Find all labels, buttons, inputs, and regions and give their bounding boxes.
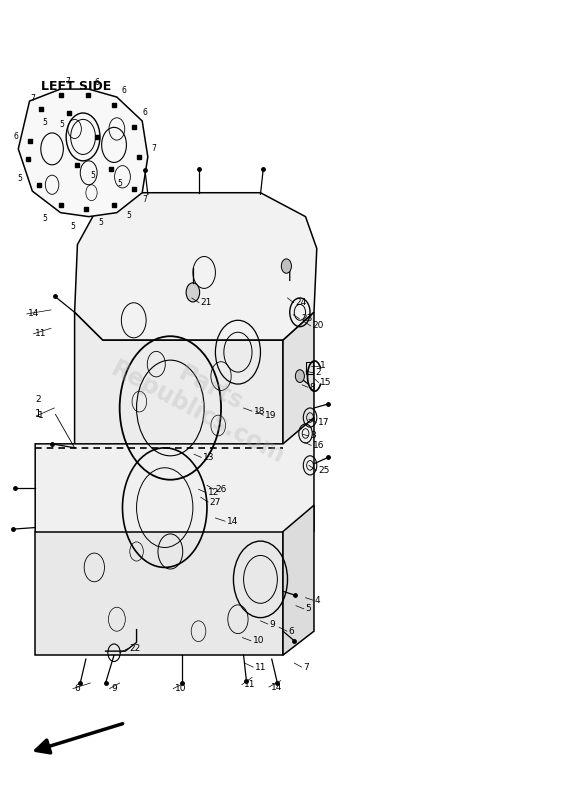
Text: 1: 1 — [38, 411, 44, 421]
Text: 5: 5 — [42, 214, 47, 222]
Text: 5: 5 — [59, 121, 64, 130]
Text: 11: 11 — [255, 662, 267, 671]
Text: 6: 6 — [13, 133, 18, 142]
Text: 10: 10 — [175, 684, 186, 693]
Text: 5: 5 — [71, 222, 75, 230]
Text: 27: 27 — [210, 498, 221, 506]
Text: 19: 19 — [265, 410, 276, 420]
Text: 25: 25 — [318, 466, 329, 474]
Text: LEFT SIDE: LEFT SIDE — [41, 80, 111, 93]
Text: 7: 7 — [303, 662, 309, 671]
Text: 20: 20 — [312, 322, 324, 330]
Polygon shape — [75, 312, 283, 448]
Text: 5: 5 — [127, 210, 132, 219]
Text: 6: 6 — [289, 626, 294, 636]
Text: 18: 18 — [254, 406, 265, 416]
Text: 14: 14 — [226, 517, 238, 526]
Polygon shape — [18, 89, 148, 217]
Text: 7: 7 — [65, 77, 70, 86]
Text: 3: 3 — [310, 431, 316, 440]
Polygon shape — [283, 506, 314, 655]
Polygon shape — [283, 312, 314, 448]
Text: 5: 5 — [42, 118, 47, 127]
Text: 1: 1 — [320, 362, 326, 370]
Text: 5: 5 — [91, 170, 96, 180]
Text: 6: 6 — [143, 109, 148, 118]
Text: 5: 5 — [117, 178, 122, 188]
Text: 9: 9 — [269, 619, 275, 629]
Circle shape — [281, 259, 291, 274]
Text: 5: 5 — [18, 174, 23, 183]
Text: 21: 21 — [201, 298, 212, 307]
Text: 22: 22 — [129, 644, 140, 654]
Text: 23: 23 — [301, 314, 312, 323]
Text: 17: 17 — [318, 418, 329, 427]
Circle shape — [295, 370, 305, 382]
Text: 24: 24 — [295, 298, 307, 307]
Text: 16: 16 — [313, 441, 324, 450]
Text: 7: 7 — [30, 94, 35, 103]
Text: 10: 10 — [252, 636, 264, 646]
Text: 11: 11 — [35, 330, 46, 338]
Polygon shape — [35, 418, 314, 559]
Text: 8: 8 — [310, 382, 315, 392]
Text: 5: 5 — [306, 604, 311, 614]
Text: 5: 5 — [98, 218, 104, 226]
Polygon shape — [35, 531, 283, 655]
Text: 6: 6 — [75, 684, 80, 693]
Text: 11: 11 — [243, 680, 255, 689]
Text: 9: 9 — [111, 684, 117, 693]
Text: 2: 2 — [316, 368, 321, 378]
Text: 15: 15 — [320, 378, 332, 387]
Text: 13: 13 — [203, 453, 215, 462]
Text: Parts
Republics.com: Parts Republics.com — [106, 332, 302, 468]
Text: 14: 14 — [28, 310, 40, 318]
Text: 12: 12 — [208, 488, 219, 497]
Text: 26: 26 — [216, 485, 227, 494]
Text: 7: 7 — [143, 194, 148, 204]
Text: 14: 14 — [271, 682, 282, 691]
Text: 1: 1 — [35, 410, 42, 419]
Text: 4: 4 — [315, 596, 320, 605]
Text: 7: 7 — [151, 144, 156, 154]
Text: 6: 6 — [95, 78, 100, 87]
Text: 2: 2 — [35, 395, 41, 405]
Circle shape — [186, 283, 200, 302]
Text: 6: 6 — [121, 86, 126, 95]
Polygon shape — [75, 193, 317, 340]
